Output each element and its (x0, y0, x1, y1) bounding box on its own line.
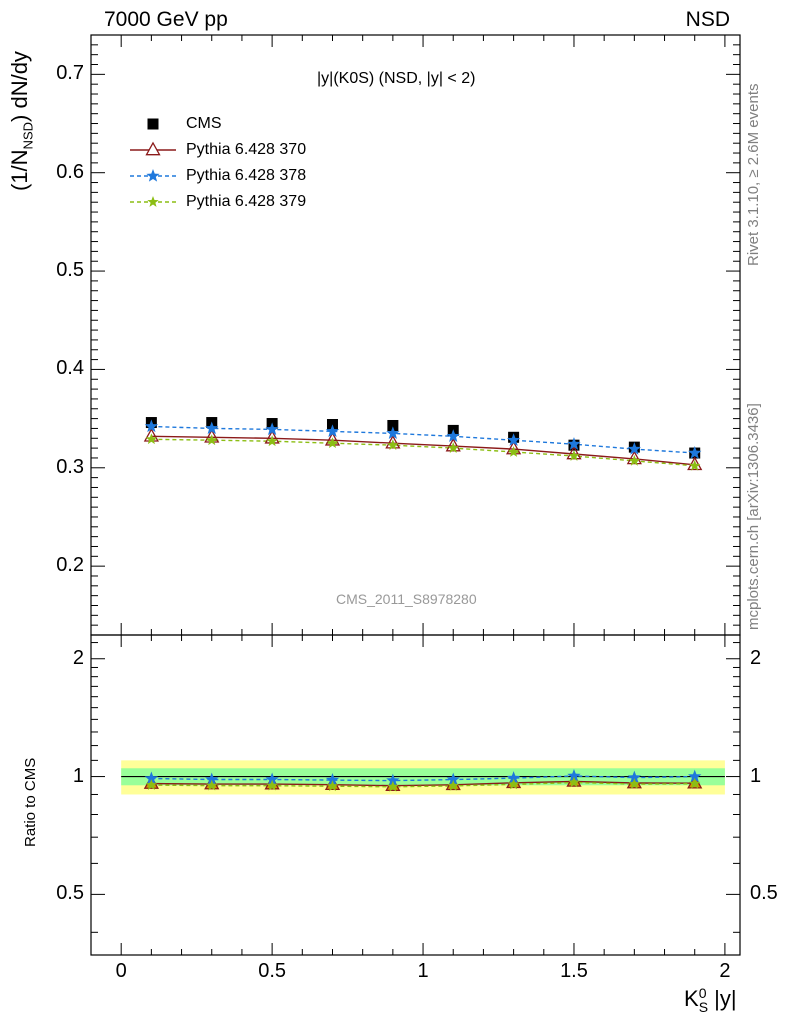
ratio-tick-label: 1 (72, 764, 84, 787)
energy-label: 7000 GeV pp (104, 8, 228, 31)
series-2-line (151, 425, 695, 782)
legend-label-cms: CMS (186, 115, 222, 132)
y-tick-label: 0.6 (56, 160, 84, 183)
ratio-tick-label-right: 1 (750, 764, 762, 787)
data-point-cms (387, 419, 399, 431)
data-point-pythia-378 (265, 422, 279, 436)
data-point-pythia-379 (689, 459, 701, 471)
data-point-pythia-379 (447, 442, 459, 453)
process-label: NSD (685, 8, 730, 31)
ratio-point-pythia-378 (688, 769, 702, 783)
data-point-pythia-378 (325, 424, 340, 438)
y-tick-label: 0.4 (56, 357, 84, 380)
data-point-pythia-379 (568, 449, 580, 461)
legend-label-pythia-378: Pythia 6.428 378 (186, 167, 307, 184)
series-line-ratio (151, 780, 695, 787)
ratio-point-pythia-379 (387, 780, 399, 792)
plot-title: |y|(K0S) (NSD, |y| < 2) (317, 70, 476, 87)
ratio-point-pythia-378 (325, 773, 340, 786)
ratio-tick-label: 2 (72, 646, 84, 669)
data-point-pythia-378 (446, 429, 460, 442)
series-line-main (151, 435, 695, 466)
legend-marker-cms (147, 118, 159, 130)
x-tick-label: 0 (115, 960, 127, 982)
analysis-watermark: CMS_2011_S8978280 (336, 591, 477, 607)
ratio-point-pythia-379 (628, 778, 641, 789)
data-point-pythia-378 (567, 437, 581, 450)
data-point-pythia-379 (145, 433, 158, 445)
data-point-pythia-379 (206, 434, 218, 446)
ratio-point-pythia-378 (386, 773, 400, 787)
ratio-point-pythia-378 (144, 771, 159, 785)
data-point-pythia-379 (266, 435, 278, 447)
series-2-points (144, 419, 702, 787)
legend-marker-379 (147, 196, 159, 207)
data-point-pythia-378 (205, 421, 219, 435)
data-point-pythia-370 (566, 445, 582, 460)
data-point-pythia-379 (387, 439, 399, 451)
ratio-point-pythia-379 (206, 779, 218, 791)
ratio-point-pythia-378 (567, 769, 581, 782)
ratio-point-pythia-379 (145, 779, 158, 790)
ratio-point-pythia-378 (265, 772, 279, 786)
series-line-main (151, 438, 695, 467)
data-point-pythia-370 (687, 456, 703, 471)
ratio-tick-label-right: 0.5 (750, 882, 778, 905)
main-plot-frame (90, 34, 741, 636)
ratio-point-pythia-378 (627, 770, 642, 784)
ratio-plot-frame (90, 634, 741, 956)
series-line-main (151, 425, 695, 454)
legend-label-pythia-370: Pythia 6.428 370 (186, 141, 307, 158)
data-point-pythia-370 (385, 434, 401, 449)
ratio-point-pythia-379 (266, 779, 278, 791)
y-tick-label: 0.3 (56, 455, 84, 478)
data-point-pythia-378 (688, 446, 702, 459)
y-tick-label: 0.2 (56, 554, 84, 577)
ratio-point-pythia-379 (507, 778, 520, 790)
ratio-point-pythia-378 (446, 772, 460, 786)
legend-marker-370 (145, 141, 161, 156)
series-1-points (143, 427, 703, 792)
series-3-points (145, 433, 701, 792)
data-point-pythia-378 (506, 433, 521, 446)
legend-label-pythia-379: Pythia 6.428 379 (186, 193, 307, 210)
x-tick-label: 0.5 (258, 960, 287, 982)
ratio-tick-label: 0.5 (56, 882, 84, 905)
data-point-pythia-378 (627, 442, 642, 455)
ratio-point-pythia-378 (205, 772, 219, 786)
data-point-pythia-378 (144, 419, 159, 433)
axis-ticks (90, 34, 740, 955)
data-point-pythia-370 (626, 450, 642, 465)
ratio-point-pythia-379 (447, 779, 459, 791)
ratio-point-pythia-379 (326, 780, 339, 792)
legend-markers (130, 118, 176, 207)
y-tick-label: 0.7 (56, 62, 84, 85)
y-tick-label: 0.5 (56, 259, 84, 282)
data-point-pythia-379 (628, 454, 641, 466)
data-point-pythia-379 (326, 437, 339, 449)
x-tick-label: 1.5 (560, 960, 588, 982)
ratio-point-pythia-378 (506, 771, 521, 784)
series-1-line (151, 435, 695, 787)
legend-marker-378 (146, 169, 160, 182)
data-point-pythia-378 (386, 426, 400, 440)
data-point-pythia-379 (507, 446, 520, 457)
series-3-line (151, 438, 695, 788)
x-tick-label: 2 (719, 960, 731, 982)
data-point-pythia-370 (445, 437, 461, 452)
x-tick-label: 1 (417, 960, 429, 982)
ratio-point-pythia-379 (568, 776, 580, 788)
ratio-point-pythia-379 (689, 777, 701, 789)
ratio-tick-label-right: 2 (750, 646, 762, 669)
